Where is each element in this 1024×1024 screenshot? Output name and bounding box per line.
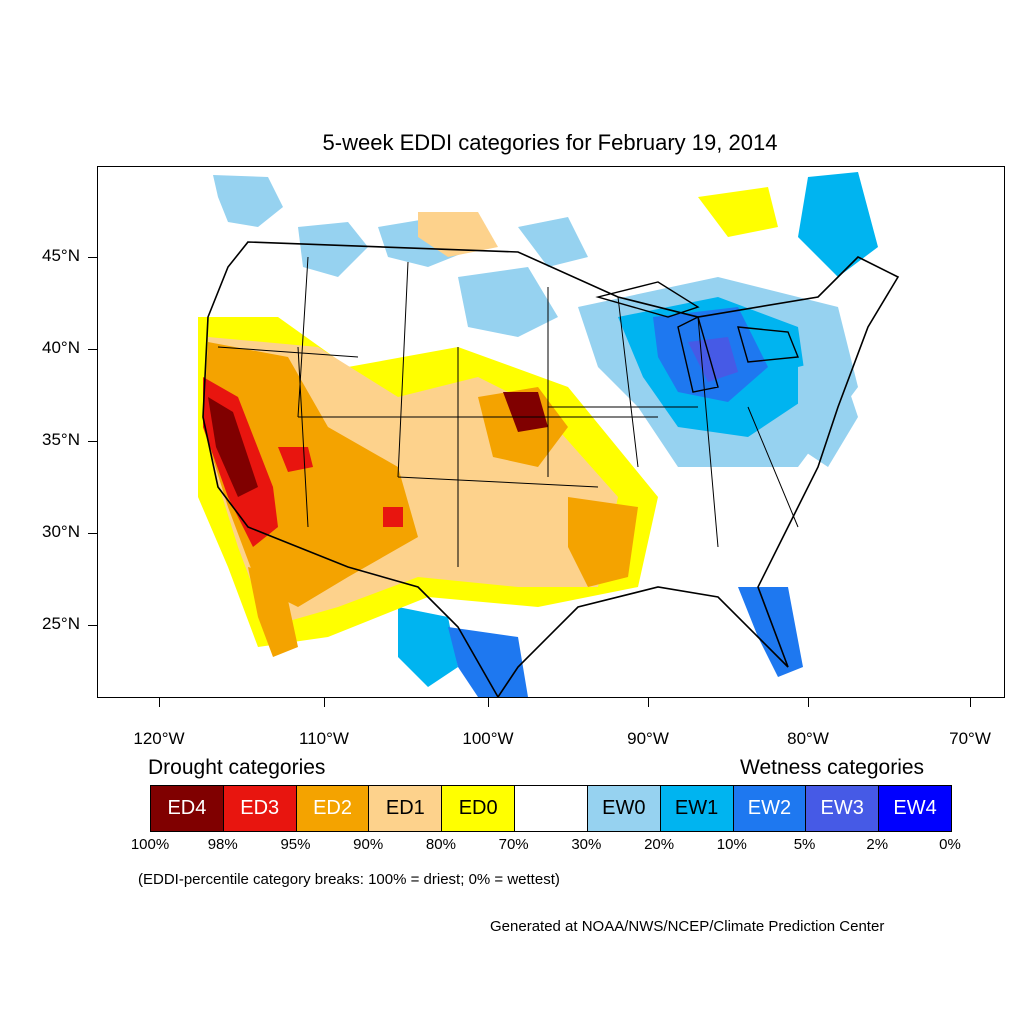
legend-box: EW4 [879, 786, 951, 831]
nebraska-ed4 [503, 392, 548, 432]
lon-tick-label: 90°W [627, 729, 669, 748]
wetness-heading: Wetness categories [740, 756, 925, 779]
percent-break-label: 100% [130, 836, 170, 853]
lat-tick-mark [88, 625, 98, 626]
dakota-wet-area [458, 267, 558, 337]
lon-tick-mark [488, 697, 489, 707]
boundaries [202, 241, 900, 697]
wetness-areas [213, 172, 878, 697]
lon-tick-mark [648, 697, 649, 707]
legend-box: ED4 [151, 786, 224, 831]
map-title: 5-week EDDI categories for February 19, … [322, 130, 778, 155]
percent-break-label: 0% [939, 836, 961, 853]
california-ed4 [208, 397, 258, 497]
percent-break-label: 80% [425, 836, 456, 853]
lon-tick-mark [970, 697, 971, 707]
percent-break-label: 90% [353, 836, 384, 853]
map-canvas [198, 172, 900, 697]
legend-box: EW1 [660, 786, 734, 831]
northern-ed1 [418, 212, 498, 257]
quebec-wet-area [798, 172, 878, 277]
legend-color-bar: ED4 ED3 ED2 ED1 ED0 EW0 EW1 EW2 EW3 EW4 [150, 785, 952, 832]
legend-box [515, 786, 588, 831]
canada-ed0 [698, 187, 778, 237]
texas-ed2 [568, 497, 638, 587]
great-lakes-outline [595, 281, 799, 393]
percent-break-label: 2% [866, 836, 889, 853]
state-lines [217, 256, 799, 567]
percent-break-label: 70% [498, 836, 529, 853]
legend-box: ED3 [223, 786, 297, 831]
percent-break-label: 98% [207, 836, 238, 853]
us-border [202, 241, 900, 697]
lat-tick-label: 25°N [42, 614, 80, 633]
lat-tick-mark [88, 441, 98, 442]
canada-wet-area [518, 217, 588, 267]
northwest-wet-area [213, 175, 283, 227]
drought-heading: Drought categories [148, 756, 326, 779]
percent-break-label: 10% [716, 836, 747, 853]
florida-wet-area [738, 587, 803, 677]
lat-tick-mark [88, 349, 98, 350]
credit-line: Generated at NOAA/NWS/NCEP/Climate Predi… [490, 918, 885, 935]
lon-tick-label: 120°W [133, 729, 185, 748]
legend-box: EW2 [733, 786, 807, 831]
lon-tick-mark [324, 697, 325, 707]
legend-box: ED1 [369, 786, 443, 831]
drought-areas [198, 187, 778, 657]
montana-wet-area [298, 222, 368, 277]
lon-tick-label: 110°W [299, 729, 349, 748]
gulf-coast-wet-area [448, 627, 528, 697]
lon-tick-mark [159, 697, 160, 707]
lon-tick-label: 100°W [462, 729, 514, 748]
legend-box: EW0 [587, 786, 661, 831]
legend-box: ED2 [296, 786, 370, 831]
northeast-wet-area [798, 357, 858, 467]
mexico-wet-area [398, 607, 458, 687]
lat-tick-mark [88, 257, 98, 258]
legend-box: EW3 [806, 786, 880, 831]
percent-break-label: 95% [280, 836, 311, 853]
percent-break-label: 5% [793, 836, 816, 853]
lat-tick-mark [88, 533, 98, 534]
percent-break-label: 30% [571, 836, 602, 853]
lat-tick-label: 40°N [42, 338, 80, 357]
baja-ed2 [248, 567, 298, 657]
lon-tick-mark [808, 697, 809, 707]
lon-tick-label: 70°W [949, 729, 991, 748]
lon-tick-label: 80°W [787, 729, 829, 748]
category-note: (EDDI-percentile category breaks: 100% =… [138, 871, 560, 888]
eddi-map [97, 166, 1005, 698]
lat-tick-label: 45°N [42, 246, 80, 265]
legend-box: ED0 [442, 786, 516, 831]
newmexico-ed3 [383, 507, 403, 527]
percent-break-label: 20% [644, 836, 675, 853]
lat-tick-label: 30°N [42, 522, 80, 541]
lat-tick-label: 35°N [42, 430, 80, 449]
